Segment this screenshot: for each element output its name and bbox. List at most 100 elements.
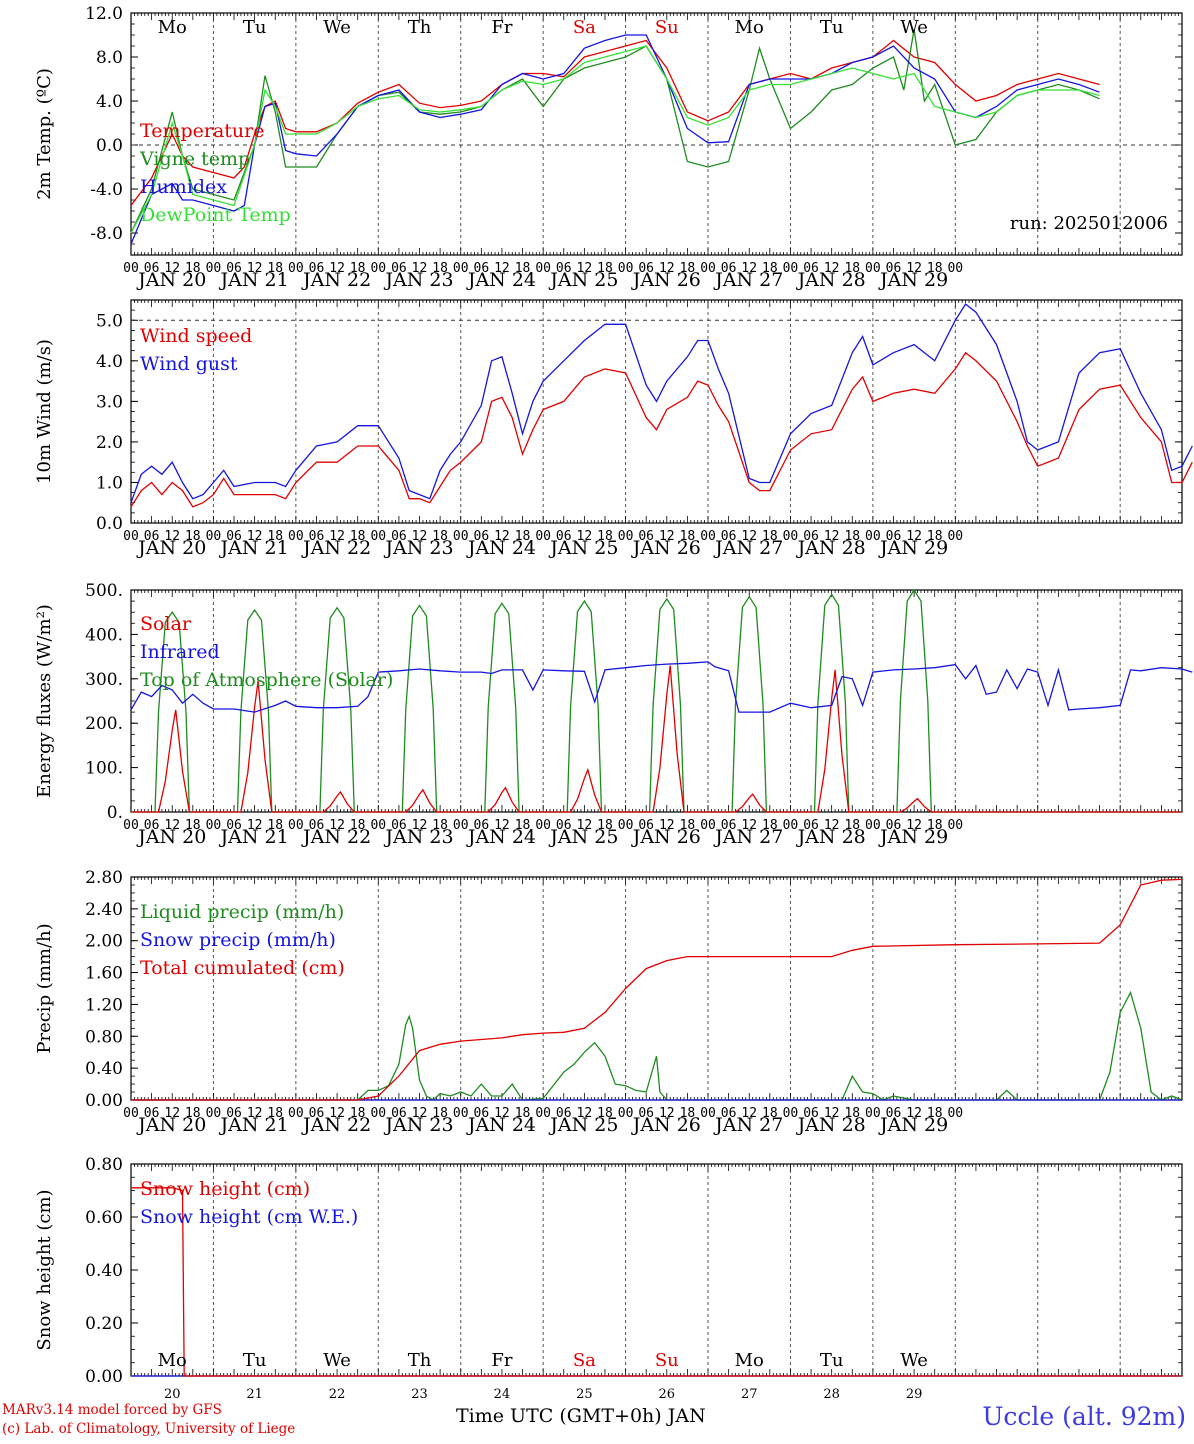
hour-tick-label: 18 [185, 818, 201, 833]
weekday-label: Tu [820, 17, 844, 38]
date-label: JAN 29 [878, 269, 948, 291]
date-label: JAN 29 [878, 537, 948, 559]
hour-tick-label: 12 [494, 818, 510, 833]
hour-tick-label: 18 [597, 818, 613, 833]
hour-tick-label: 18 [185, 261, 201, 276]
hour-tick-label: 18 [680, 818, 696, 833]
hour-tick-label: 00 [288, 1106, 304, 1121]
weekday-label: Su [655, 1350, 679, 1371]
date-label: JAN 29 [878, 1114, 948, 1136]
hour-tick-label: 12 [247, 1106, 263, 1121]
weekday-label: Su [655, 17, 679, 38]
y-tick-label: 200. [85, 714, 123, 734]
y-tick-label: 1.20 [85, 995, 123, 1015]
hour-tick-label: 18 [927, 1106, 943, 1121]
hour-tick-label: 00 [865, 529, 881, 544]
panel-2: 10m Wind (m/s) [34, 299, 1193, 524]
series-line-humidex [130, 34, 1100, 245]
hour-tick-label: 06 [474, 261, 490, 276]
hour-tick-label: 18 [267, 261, 283, 276]
run-annotation: run: 2025012006 [1010, 213, 1168, 234]
hour-tick-label: 00 [535, 818, 551, 833]
weekday-label: Mo [158, 17, 187, 38]
hour-tick-label: 18 [432, 818, 448, 833]
hour-tick-label: 06 [803, 818, 819, 833]
hour-tick-label: 12 [164, 818, 180, 833]
hour-tick-label: 18 [597, 1106, 613, 1121]
hour-tick-label: 12 [741, 529, 757, 544]
series-line-liquid-precip-mm-h- [131, 990, 1183, 1101]
y-tick-label: 0.60 [85, 1208, 123, 1228]
hour-tick-label: 18 [844, 818, 860, 833]
hour-tick-label: 12 [329, 818, 345, 833]
hour-tick-label: 00 [370, 818, 386, 833]
date-label: JAN 25 [548, 1114, 618, 1136]
date-label: JAN 28 [796, 269, 866, 291]
hour-tick-label: 06 [144, 818, 160, 833]
day-number-label: 24 [494, 1387, 511, 1402]
hour-tick-label: 00 [123, 261, 139, 276]
hour-tick-label: 06 [474, 818, 490, 833]
hour-tick-label: 12 [247, 529, 263, 544]
hour-tick-label: 18 [762, 529, 778, 544]
hour-tick-label: 12 [824, 818, 840, 833]
legend-entry: Total cumulated (cm) [140, 957, 345, 979]
y-tick-label: 8.0 [96, 48, 123, 68]
series-line-wind-speed [130, 351, 1193, 508]
hour-tick-label: 18 [350, 261, 366, 276]
hour-tick-label: 00 [947, 261, 963, 276]
hour-tick-label: 06 [391, 1106, 407, 1121]
hour-tick-label: 12 [412, 261, 428, 276]
legend-entry: Wind gust [140, 353, 238, 375]
hour-tick-label: 06 [721, 818, 737, 833]
hour-tick-label: 12 [906, 818, 922, 833]
y-tick-label: -8.0 [90, 224, 123, 244]
date-label: JAN 27 [713, 1114, 783, 1136]
date-label: JAN 20 [136, 537, 206, 559]
y-tick-label: 1.0 [96, 473, 123, 493]
hour-tick-label: 06 [803, 1106, 819, 1121]
date-label: JAN 28 [796, 1114, 866, 1136]
date-label: JAN 24 [466, 1114, 536, 1136]
hour-tick-label: 06 [886, 529, 902, 544]
weekday-label: We [900, 17, 928, 38]
hour-tick-label: 18 [432, 529, 448, 544]
date-label: JAN 22 [301, 826, 371, 848]
y-tick-label: 0.20 [85, 1314, 123, 1334]
y-tick-label: 0.0 [96, 136, 123, 156]
date-label: JAN 24 [466, 269, 536, 291]
legend-entry: Top of Atmosphere (Solar) [140, 669, 393, 691]
hour-tick-label: 00 [700, 1106, 716, 1121]
y-tick-label: 0.40 [85, 1059, 123, 1079]
y-tick-label: 500. [85, 581, 123, 601]
plot-frame [130, 589, 1183, 813]
hour-tick-label: 18 [350, 1106, 366, 1121]
y-tick-label: 0.80 [85, 1027, 123, 1047]
date-label: JAN 22 [301, 537, 371, 559]
hour-tick-label: 12 [164, 1106, 180, 1121]
weekday-label: Tu [243, 1350, 267, 1371]
day-number-label: 26 [659, 1387, 676, 1402]
y-tick-label: 0.00 [85, 1091, 123, 1111]
day-number-label: 28 [823, 1387, 840, 1402]
hour-tick-label: 06 [474, 529, 490, 544]
hour-tick-label: 18 [350, 529, 366, 544]
hour-tick-label: 00 [288, 818, 304, 833]
hour-tick-label: 12 [741, 818, 757, 833]
hour-tick-label: 12 [906, 1106, 922, 1121]
hour-tick-label: 12 [577, 261, 593, 276]
hour-tick-label: 12 [494, 529, 510, 544]
hour-tick-label: 18 [680, 1106, 696, 1121]
legend-entry: Snow height (cm W.E.) [140, 1206, 358, 1228]
legend-entry: Snow precip (mm/h) [140, 929, 336, 951]
hour-tick-label: 18 [515, 818, 531, 833]
hour-tick-label: 12 [906, 529, 922, 544]
hour-tick-label: 06 [144, 529, 160, 544]
hour-tick-label: 12 [824, 1106, 840, 1121]
model-credit: MARv3.14 model forced by GFS [2, 1402, 222, 1418]
hour-tick-label: 00 [618, 1106, 634, 1121]
hour-tick-label: 06 [226, 261, 242, 276]
hour-tick-label: 00 [123, 818, 139, 833]
date-label: JAN 26 [631, 269, 701, 291]
y-tick-label: 0.0 [96, 514, 123, 534]
